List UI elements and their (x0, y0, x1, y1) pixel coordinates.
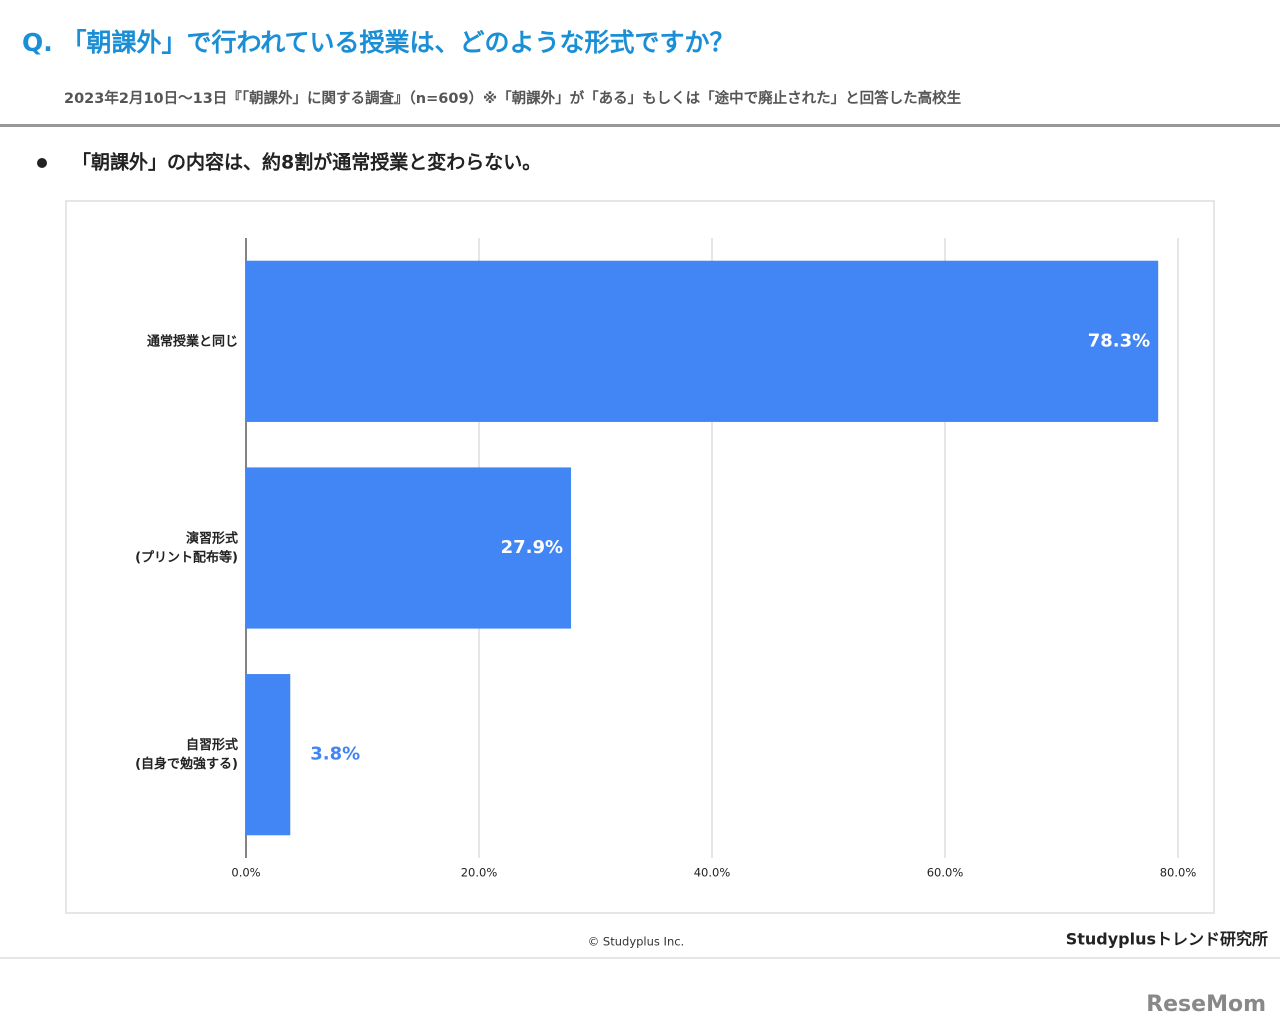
header-rule (0, 124, 1280, 127)
x-tick-label: 20.0% (461, 866, 498, 880)
bar (246, 674, 291, 836)
value-label: 78.3% (1088, 330, 1150, 351)
y-tick-label: 演習形式 (プリント配布等) (135, 530, 238, 565)
y-tick-label-line: 通常授業と同じ (147, 333, 238, 349)
y-tick-label-line: (プリント配布等) (135, 549, 238, 565)
bar (246, 467, 572, 629)
bullet (37, 158, 47, 168)
y-tick-label-line: 自習形式 (186, 737, 238, 753)
brand: Studyplusトレンド研究所 (1066, 930, 1268, 949)
y-tick-label-line: (自身で勉強する) (135, 756, 238, 772)
value-label: 27.9% (501, 537, 563, 558)
value-label: 3.8% (310, 744, 360, 765)
bar (246, 260, 1159, 422)
y-tick-label-line: 演習形式 (186, 530, 238, 546)
subtitle: 2023年2月10日～13日『「朝課外」に関する調査』（n=609）※「朝課外」… (64, 89, 962, 107)
copyright: © Studyplus Inc. (588, 935, 684, 949)
x-tick-label: 60.0% (927, 866, 964, 880)
x-tick-label: 40.0% (694, 866, 731, 880)
x-tick-label: 80.0% (1160, 866, 1197, 880)
title: Q. 「朝課外」で行われている授業は、どのような形式ですか？ (22, 28, 734, 57)
headline: 「朝課外」の内容は、約8割が通常授業と変わらない。 (72, 151, 541, 174)
x-tick-label: 0.0% (231, 866, 260, 880)
watermark: ReseMom (1146, 992, 1266, 1017)
y-tick-label: 自習形式 (自身で勉強する) (135, 737, 238, 772)
y-tick-label: 通常授業と同じ (147, 333, 238, 349)
plot: 0.0% 20.0% 40.0% 60.0% 80.0% 通常授業と同じ 78.3% 演習形式… (135, 238, 1196, 880)
